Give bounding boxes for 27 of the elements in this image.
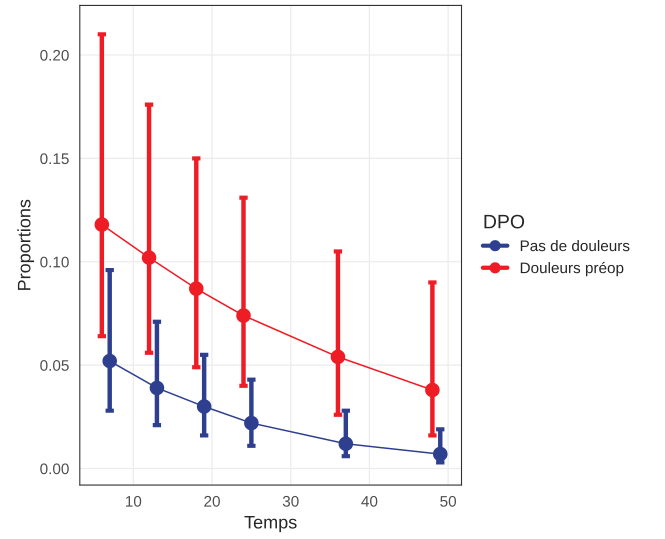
y-tick-label: 0.10 xyxy=(40,256,69,268)
x-tick-label: 50 xyxy=(440,496,456,507)
point xyxy=(150,380,164,396)
point xyxy=(142,250,156,265)
x-tick-label: 40 xyxy=(361,496,378,507)
point xyxy=(102,354,117,368)
x-tick-label: 20 xyxy=(204,496,220,507)
x-tick-label: 30 xyxy=(282,496,299,507)
y-tick-label: 0.05 xyxy=(40,360,69,371)
point xyxy=(244,416,259,430)
point xyxy=(94,217,110,232)
y-tick-label: 0.20 xyxy=(40,50,69,61)
legend-label: Pas de douleurs xyxy=(520,240,630,252)
point xyxy=(338,436,354,452)
x-axis-title: Temps xyxy=(244,516,297,532)
point xyxy=(196,399,212,414)
point xyxy=(188,281,204,296)
y-tick-label: 0.00 xyxy=(40,463,69,474)
x-tick-label: 10 xyxy=(126,496,142,507)
legend-title: DPO xyxy=(484,214,524,228)
point xyxy=(330,350,346,364)
point xyxy=(425,382,440,398)
y-axis-title: Proportions xyxy=(17,200,34,290)
y-tick-label: 0.15 xyxy=(40,153,69,164)
legend-label: Douleurs préop xyxy=(520,262,624,276)
point xyxy=(432,446,448,462)
point xyxy=(236,308,251,323)
